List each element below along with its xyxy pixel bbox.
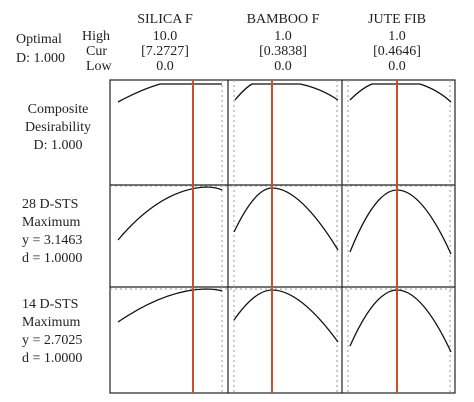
- factor-high: 1.0: [274, 29, 292, 44]
- desirability-curve: [349, 83, 452, 103]
- response-label: Maximum: [22, 215, 80, 230]
- response-curve: [349, 189, 452, 255]
- factor-low: 0.0: [156, 59, 174, 74]
- response-label: 14 D-STS: [22, 297, 78, 312]
- factor-name: BAMBOO F: [247, 12, 320, 27]
- response-curve: [233, 187, 339, 251]
- factor-current: [0.4646]: [373, 44, 421, 59]
- factor-name: JUTE FIB: [368, 12, 426, 27]
- response-label: Composite: [28, 102, 89, 117]
- desirability-curve: [117, 83, 222, 103]
- factor-current: [0.3838]: [259, 44, 307, 59]
- response-label: d = 1.0000: [22, 251, 82, 266]
- factor-current: [7.2727]: [141, 44, 189, 59]
- factor-high: 1.0: [388, 29, 406, 44]
- factor-high: 10.0: [153, 29, 178, 44]
- response-label: Desirability: [25, 120, 91, 135]
- response-label: y = 3.1463: [22, 233, 82, 248]
- factor-low: 0.0: [274, 59, 292, 74]
- response-label: d = 1.0000: [22, 351, 82, 366]
- response-label: y = 2.7025: [22, 333, 82, 348]
- plot-frame: [109, 79, 456, 394]
- optimal-d: D: 1.000: [16, 51, 65, 66]
- factor-name: SILICA F: [137, 12, 193, 27]
- factor-low: 0.0: [388, 59, 406, 74]
- response-label: 28 D-STS: [22, 197, 78, 212]
- optimal-label: Optimal: [16, 32, 62, 47]
- row-label: Low: [86, 59, 113, 74]
- response-curve: [117, 288, 223, 323]
- response-label: D: 1.000: [34, 138, 83, 153]
- response-label: Maximum: [22, 315, 80, 330]
- response-curve: [349, 289, 452, 353]
- row-label: Cur: [86, 44, 107, 59]
- response-curve: [117, 186, 223, 241]
- desirability-curve: [234, 83, 339, 101]
- row-label: High: [82, 29, 110, 44]
- response-curve: [233, 289, 339, 343]
